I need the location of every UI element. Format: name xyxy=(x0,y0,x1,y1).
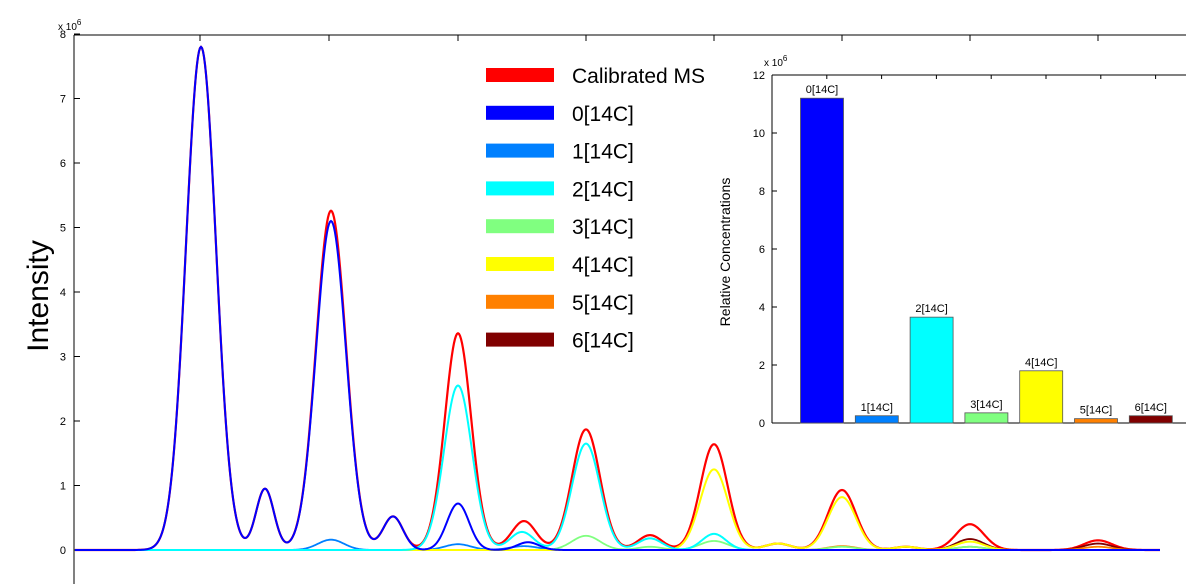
inset-y-tick-label: 8 xyxy=(759,186,765,198)
inset-bar-label: 4[14C] xyxy=(1025,357,1057,369)
legend-label: 5[14C] xyxy=(572,292,634,315)
inset-bar-label: 5[14C] xyxy=(1080,405,1112,417)
legend-swatch xyxy=(486,105,554,120)
legend-swatch xyxy=(486,332,554,347)
legend-swatch xyxy=(486,257,554,271)
legend-swatch xyxy=(486,143,554,158)
y-tick-label: 8 xyxy=(60,29,66,41)
inset-bar-label: 2[14C] xyxy=(915,303,947,315)
inset-y-tick-label: 2 xyxy=(759,360,765,372)
y-tick-label: 6 xyxy=(60,158,66,170)
y-axis-label: Intensity xyxy=(22,240,55,352)
inset-bar xyxy=(1128,415,1173,424)
legend: Calibrated MS 0[14C] 1[14C] 2[14C] 3[14C] 4[1… xyxy=(486,65,705,353)
legend-label: Calibrated MS xyxy=(572,65,705,88)
inset-y-tick-label: 12 xyxy=(753,70,765,82)
legend-swatch xyxy=(486,68,554,82)
inset-y-tick-label: 0 xyxy=(759,418,765,430)
legend-swatch xyxy=(486,219,554,234)
y-tick-label: 0 xyxy=(60,545,66,557)
legend-label: 2[14C] xyxy=(572,178,634,201)
y-tick-label: 3 xyxy=(60,352,66,364)
inset-y-tick-label: 6 xyxy=(759,244,765,256)
inset-bar-label: 3[14C] xyxy=(970,399,1002,411)
legend-label: 3[14C] xyxy=(572,216,634,239)
inset-bar xyxy=(964,412,1009,424)
legend-label: 6[14C] xyxy=(572,330,634,353)
inset-bar-chart: Relative Concentrations x 106 0 2 4 6 8 10 12 0… xyxy=(717,54,1186,451)
y-tick-label: 5 xyxy=(60,223,66,235)
legend-label: 4[14C] xyxy=(572,254,634,277)
inset-bar xyxy=(909,316,954,424)
legend-swatch xyxy=(486,294,554,309)
inset-bar-label: 6[14C] xyxy=(1135,402,1167,414)
legend-label: 0[14C] xyxy=(572,103,634,126)
inset-y-tick-label: 4 xyxy=(759,302,765,314)
main-series-lines xyxy=(75,45,1160,552)
inset-y-exponent-label: x 106 xyxy=(764,54,788,69)
y-tick-label: 1 xyxy=(60,481,66,493)
inset-bar xyxy=(800,97,844,424)
inset-bar xyxy=(1074,418,1118,424)
inset-bar xyxy=(854,415,899,424)
y-exponent-label: x 106 xyxy=(58,18,82,33)
legend-label: 1[14C] xyxy=(572,141,634,164)
inset-y-axis-label: Relative Concentrations xyxy=(717,178,733,327)
inset-y-tick-label: 10 xyxy=(753,128,765,140)
inset-bar-label: 0[14C] xyxy=(806,84,838,96)
inset-bar xyxy=(1019,370,1064,424)
y-tick-label: 4 xyxy=(60,287,66,299)
legend-swatch xyxy=(486,181,554,196)
y-tick-label: 2 xyxy=(60,416,66,428)
inset-bar-label: 1[14C] xyxy=(861,402,893,414)
y-tick-label: 7 xyxy=(60,94,66,106)
series-line-4-14c- xyxy=(75,468,1160,551)
series-line-0-14c- xyxy=(75,45,1160,551)
